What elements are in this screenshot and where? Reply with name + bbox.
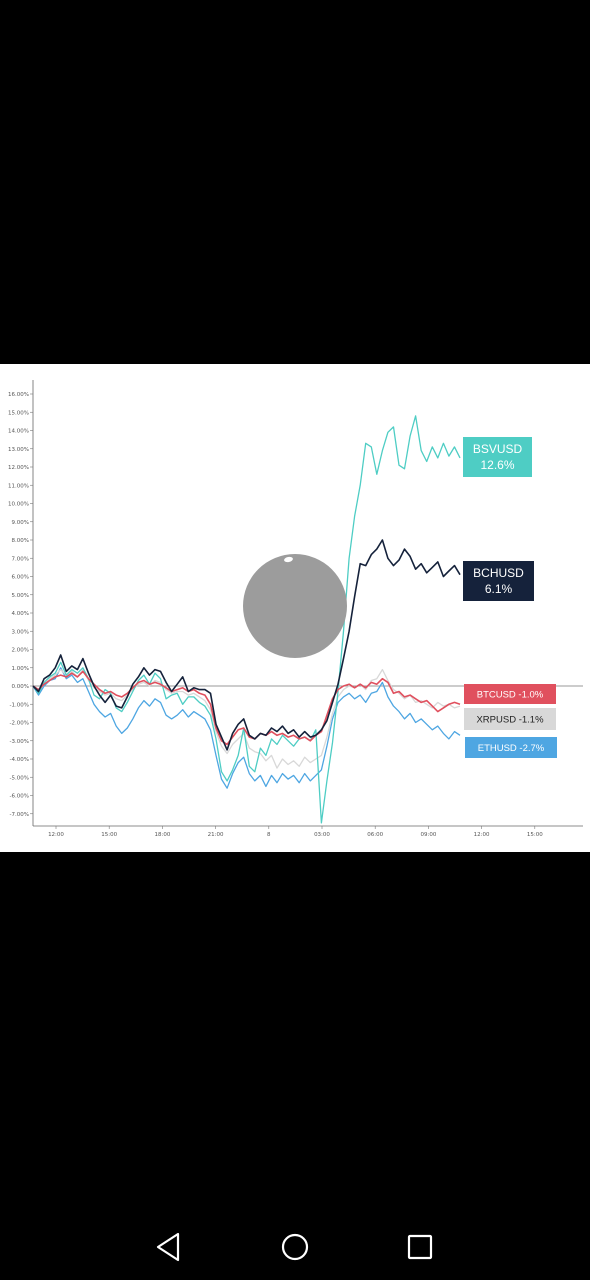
y-tick-label: -1.00%	[10, 702, 29, 708]
y-tick-label: -2.00%	[10, 721, 29, 727]
y-tick-label: -3.00%	[10, 739, 29, 745]
series-badges: BSVUSD 12.6% BCHUSD 6.1% BTCUSD -1.0% XRPUSD …	[463, 437, 557, 758]
navigation-bar	[0, 1210, 590, 1280]
series-line-btcusd	[32, 670, 461, 746]
back-icon	[156, 1232, 180, 1262]
y-tick-label: 5.00%	[12, 593, 29, 599]
y-tick-label: 2.00%	[12, 648, 29, 654]
home-button[interactable]	[275, 1230, 315, 1264]
badge-btcusd: BTCUSD -1.0%	[464, 684, 556, 704]
series-lines	[32, 415, 461, 824]
y-tick-label: 3.00%	[12, 629, 29, 635]
series-line-xrpusd	[32, 668, 461, 769]
back-button[interactable]	[150, 1230, 190, 1264]
badge-ethusd: ETHUSD -2.7%	[465, 737, 557, 758]
x-tick-label: 06:00	[367, 832, 383, 838]
line-chart: 16.00% 15.00% 14.00% 13.00% 12.00% 11.00% 10.0…	[8, 380, 583, 838]
y-tick-label: 10.00%	[8, 502, 29, 508]
y-tick-label: -5.00%	[10, 775, 29, 781]
y-tick-label: 9.00%	[12, 520, 29, 526]
badge-label: XRPUSD -1.1%	[476, 715, 544, 726]
x-tick-label: 15:00	[527, 832, 543, 838]
y-tick-label: 8.00%	[12, 538, 29, 544]
badge-label: ETHUSD -2.7%	[478, 743, 545, 754]
badge-background	[464, 684, 556, 704]
floating-assistive-button[interactable]	[243, 554, 347, 658]
badge-xrpusd: XRPUSD -1.1%	[464, 708, 556, 730]
badge-label: BSVUSD	[473, 442, 523, 456]
y-tick-label: 11.00%	[8, 483, 29, 489]
y-tick-label: -7.00%	[10, 812, 29, 818]
y-tick-label: 0.00%	[12, 684, 29, 690]
y-tick-label: 13.00%	[8, 447, 29, 453]
badge-background	[463, 561, 534, 601]
x-tick-label: 09:00	[420, 832, 436, 838]
badge-background	[464, 708, 556, 730]
chart-panel: 16.00% 15.00% 14.00% 13.00% 12.00% 11.00% 10.0…	[0, 364, 590, 852]
y-tick-label: 12.00%	[8, 465, 29, 471]
recents-button[interactable]	[400, 1230, 440, 1264]
badge-background	[465, 737, 557, 758]
badge-label: BCHUSD	[473, 566, 524, 580]
x-tick-label: 15:00	[101, 832, 117, 838]
x-tick-label: 03:00	[314, 832, 330, 838]
y-tick-label: 4.00%	[12, 611, 29, 617]
y-tick-label: -4.00%	[10, 757, 29, 763]
badge-bchusd: BCHUSD 6.1%	[463, 561, 534, 601]
badge-background	[463, 437, 532, 477]
badge-label: BTCUSD -1.0%	[477, 690, 544, 701]
y-tick-label: -6.00%	[10, 794, 29, 800]
y-tick-label: 7.00%	[12, 556, 29, 562]
home-icon	[281, 1233, 309, 1261]
x-tick-label: 18:00	[154, 832, 170, 838]
x-tick-label: 21:00	[208, 832, 224, 838]
badge-bsvusd: BSVUSD 12.6%	[463, 437, 532, 477]
series-line-bchusd	[32, 539, 461, 751]
badge-value: 12.6%	[480, 458, 514, 472]
y-tick-label: 1.00%	[12, 666, 29, 672]
recents-icon	[407, 1234, 433, 1260]
badge-value: 6.1%	[485, 582, 513, 596]
x-tick-label: 8	[267, 832, 271, 838]
y-tick-label: 14.00%	[8, 429, 29, 435]
y-tick-label: 15.00%	[8, 410, 29, 416]
x-tick-label: 12:00	[474, 832, 490, 838]
y-axis-ticks: 16.00% 15.00% 14.00% 13.00% 12.00% 11.00% 10.0…	[8, 392, 33, 818]
button-highlight	[283, 556, 294, 563]
x-axis-ticks: 12:00 15:00 18:00 21:00 8 03:00 06:00 09:00 12:0…	[48, 826, 543, 838]
series-line-bsvusd	[32, 415, 461, 824]
y-tick-label: 16.00%	[8, 392, 29, 398]
y-tick-label: 6.00%	[12, 575, 29, 581]
series-line-ethusd	[32, 667, 461, 789]
x-tick-label: 12:00	[48, 832, 64, 838]
